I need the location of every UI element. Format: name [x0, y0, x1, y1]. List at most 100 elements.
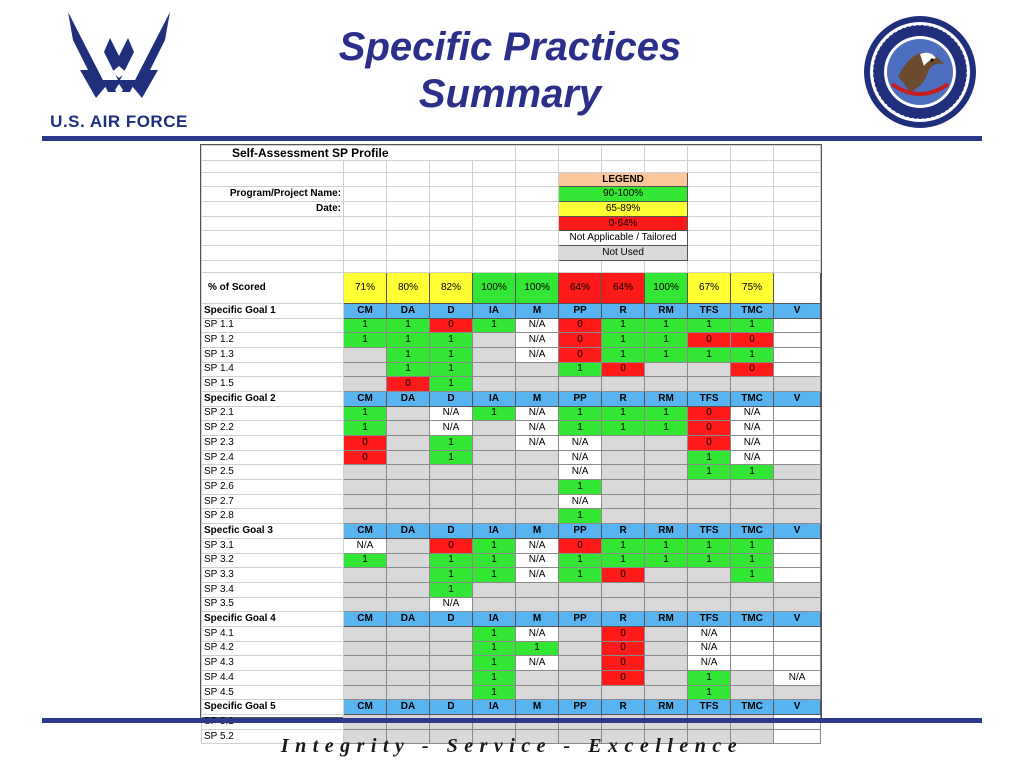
empty-cell: [558, 259, 603, 273]
practice-cell: [515, 376, 560, 392]
column-header: CM: [343, 611, 387, 627]
practice-cell: [601, 728, 646, 745]
practice-cell: [687, 361, 732, 378]
practice-cell: 1: [471, 552, 517, 569]
practice-cell: [558, 728, 603, 745]
practice-cell: N/A: [429, 405, 473, 422]
empty-cell: [515, 145, 560, 161]
practice-cell: [730, 596, 775, 613]
practice-cell: [386, 493, 430, 510]
practice-cell: 1: [687, 537, 732, 554]
empty-cell: [471, 215, 517, 232]
practice-cell: 1: [429, 581, 473, 598]
practice-label: SP 2.7: [201, 493, 344, 510]
practice-cell: [386, 537, 430, 554]
practice-cell: 0: [558, 317, 603, 334]
practice-cell: [471, 508, 517, 525]
table-row: SP 2.2 1 N/A N/A 1 1 1 0 N/A: [201, 420, 822, 436]
practice-cell: 1: [558, 552, 603, 569]
blank-row: [201, 259, 822, 273]
column-header: CM: [343, 302, 387, 319]
table-row: SP 4.2 1 1 0 N/A: [201, 640, 822, 657]
practice-cell: [429, 640, 473, 657]
empty-cell: [471, 171, 517, 188]
practice-cell: [471, 435, 517, 451]
practice-cell: 1: [558, 567, 603, 583]
practice-cell: [730, 376, 775, 392]
practice-cell: N/A: [558, 464, 603, 481]
practice-cell: N/A: [515, 537, 560, 554]
header-divider: [42, 136, 982, 141]
practice-cell: [386, 435, 430, 451]
empty-cell: [429, 230, 473, 247]
practice-cell: 1: [644, 346, 689, 363]
practice-cell: [386, 405, 430, 422]
practice-cell: [386, 479, 430, 495]
table-row: SP 2.8 1: [201, 508, 822, 525]
column-header: PP: [558, 611, 603, 627]
practice-cell: 0: [601, 361, 646, 378]
practice-cell: [386, 728, 430, 745]
practice-cell: [386, 670, 430, 686]
empty-cell: [429, 245, 473, 261]
practice-cell: 1: [558, 361, 603, 378]
practice-cell: [343, 479, 387, 495]
table-row: SP 1.5 0 1: [201, 376, 822, 392]
empty-cell: [730, 145, 775, 161]
empty-cell: [386, 230, 430, 247]
practice-cell: [515, 508, 560, 525]
empty-cell: [644, 145, 689, 161]
practice-cell: 1: [644, 420, 689, 436]
empty-cell: [558, 159, 603, 173]
practice-cell: [601, 479, 646, 495]
practice-cell: [687, 567, 732, 583]
practice-cell: 1: [343, 332, 387, 348]
practice-cell: 0: [429, 537, 473, 554]
practice-cell: [515, 449, 560, 466]
practice-cell: [644, 581, 689, 598]
column-header: M: [515, 390, 560, 407]
practice-cell: N/A: [515, 567, 560, 583]
practice-cell: N/A: [558, 449, 603, 466]
goal-header-row: Specific Goal 5 CM DA D IA M PP R RM TFS TMC V: [201, 699, 822, 716]
practice-cell: [730, 581, 775, 598]
practice-cell: [644, 655, 689, 671]
practice-cell: [601, 596, 646, 613]
empty-cell: [201, 171, 344, 188]
goal-title: Specific Goal 4: [201, 611, 344, 627]
practice-cell: [730, 655, 775, 671]
practice-cell: [515, 596, 560, 613]
practice-cell: N/A: [558, 435, 603, 451]
practice-cell: [515, 479, 560, 495]
scored-label: % of Scored: [201, 271, 344, 304]
practice-cell: [471, 361, 517, 378]
practice-cell: 1: [730, 567, 775, 583]
column-header: R: [601, 523, 646, 539]
column-header: V: [773, 699, 822, 716]
column-header: TFS: [687, 302, 732, 319]
practice-cell: 1: [386, 317, 430, 334]
practice-cell: 1: [343, 420, 387, 436]
table-row: SP 1.1 1 1 0 1 N/A 0 1 1 1 1: [201, 317, 822, 334]
empty-cell: [730, 230, 775, 247]
practice-cell: 0: [601, 625, 646, 642]
practice-cell: [730, 625, 775, 642]
practice-cell: [644, 361, 689, 378]
column-header: TMC: [730, 523, 775, 539]
practice-cell: [343, 376, 387, 392]
table-row: SP 2.6 1: [201, 479, 822, 495]
practice-cell: 0: [687, 435, 732, 451]
column-header: V: [773, 523, 822, 539]
column-header: V: [773, 611, 822, 627]
practice-cell: [343, 728, 387, 745]
column-header: DA: [386, 611, 430, 627]
empty-cell: [343, 186, 387, 203]
practice-cell: [343, 670, 387, 686]
page-title: Specific Practices Summary: [300, 24, 720, 118]
empty-cell: [773, 145, 822, 161]
practice-cell: [644, 684, 689, 701]
practice-cell: [515, 684, 560, 701]
practice-cell: [386, 596, 430, 613]
empty-cell: [644, 259, 689, 273]
column-header: DA: [386, 302, 430, 319]
